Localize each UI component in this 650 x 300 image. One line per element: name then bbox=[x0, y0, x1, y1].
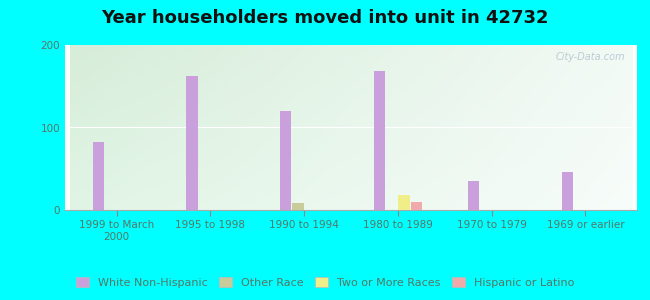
Bar bbox=[562, 172, 573, 210]
Bar bbox=[292, 203, 304, 210]
Bar bbox=[93, 142, 104, 210]
Bar bbox=[374, 71, 385, 210]
Bar bbox=[468, 181, 479, 210]
Bar bbox=[411, 202, 422, 210]
Bar bbox=[280, 111, 291, 210]
Text: City-Data.com: City-Data.com bbox=[556, 52, 625, 61]
Bar bbox=[187, 76, 198, 210]
Legend: White Non-Hispanic, Other Race, Two or More Races, Hispanic or Latino: White Non-Hispanic, Other Race, Two or M… bbox=[73, 274, 577, 291]
Bar bbox=[398, 195, 410, 210]
Text: Year householders moved into unit in 42732: Year householders moved into unit in 427… bbox=[101, 9, 549, 27]
